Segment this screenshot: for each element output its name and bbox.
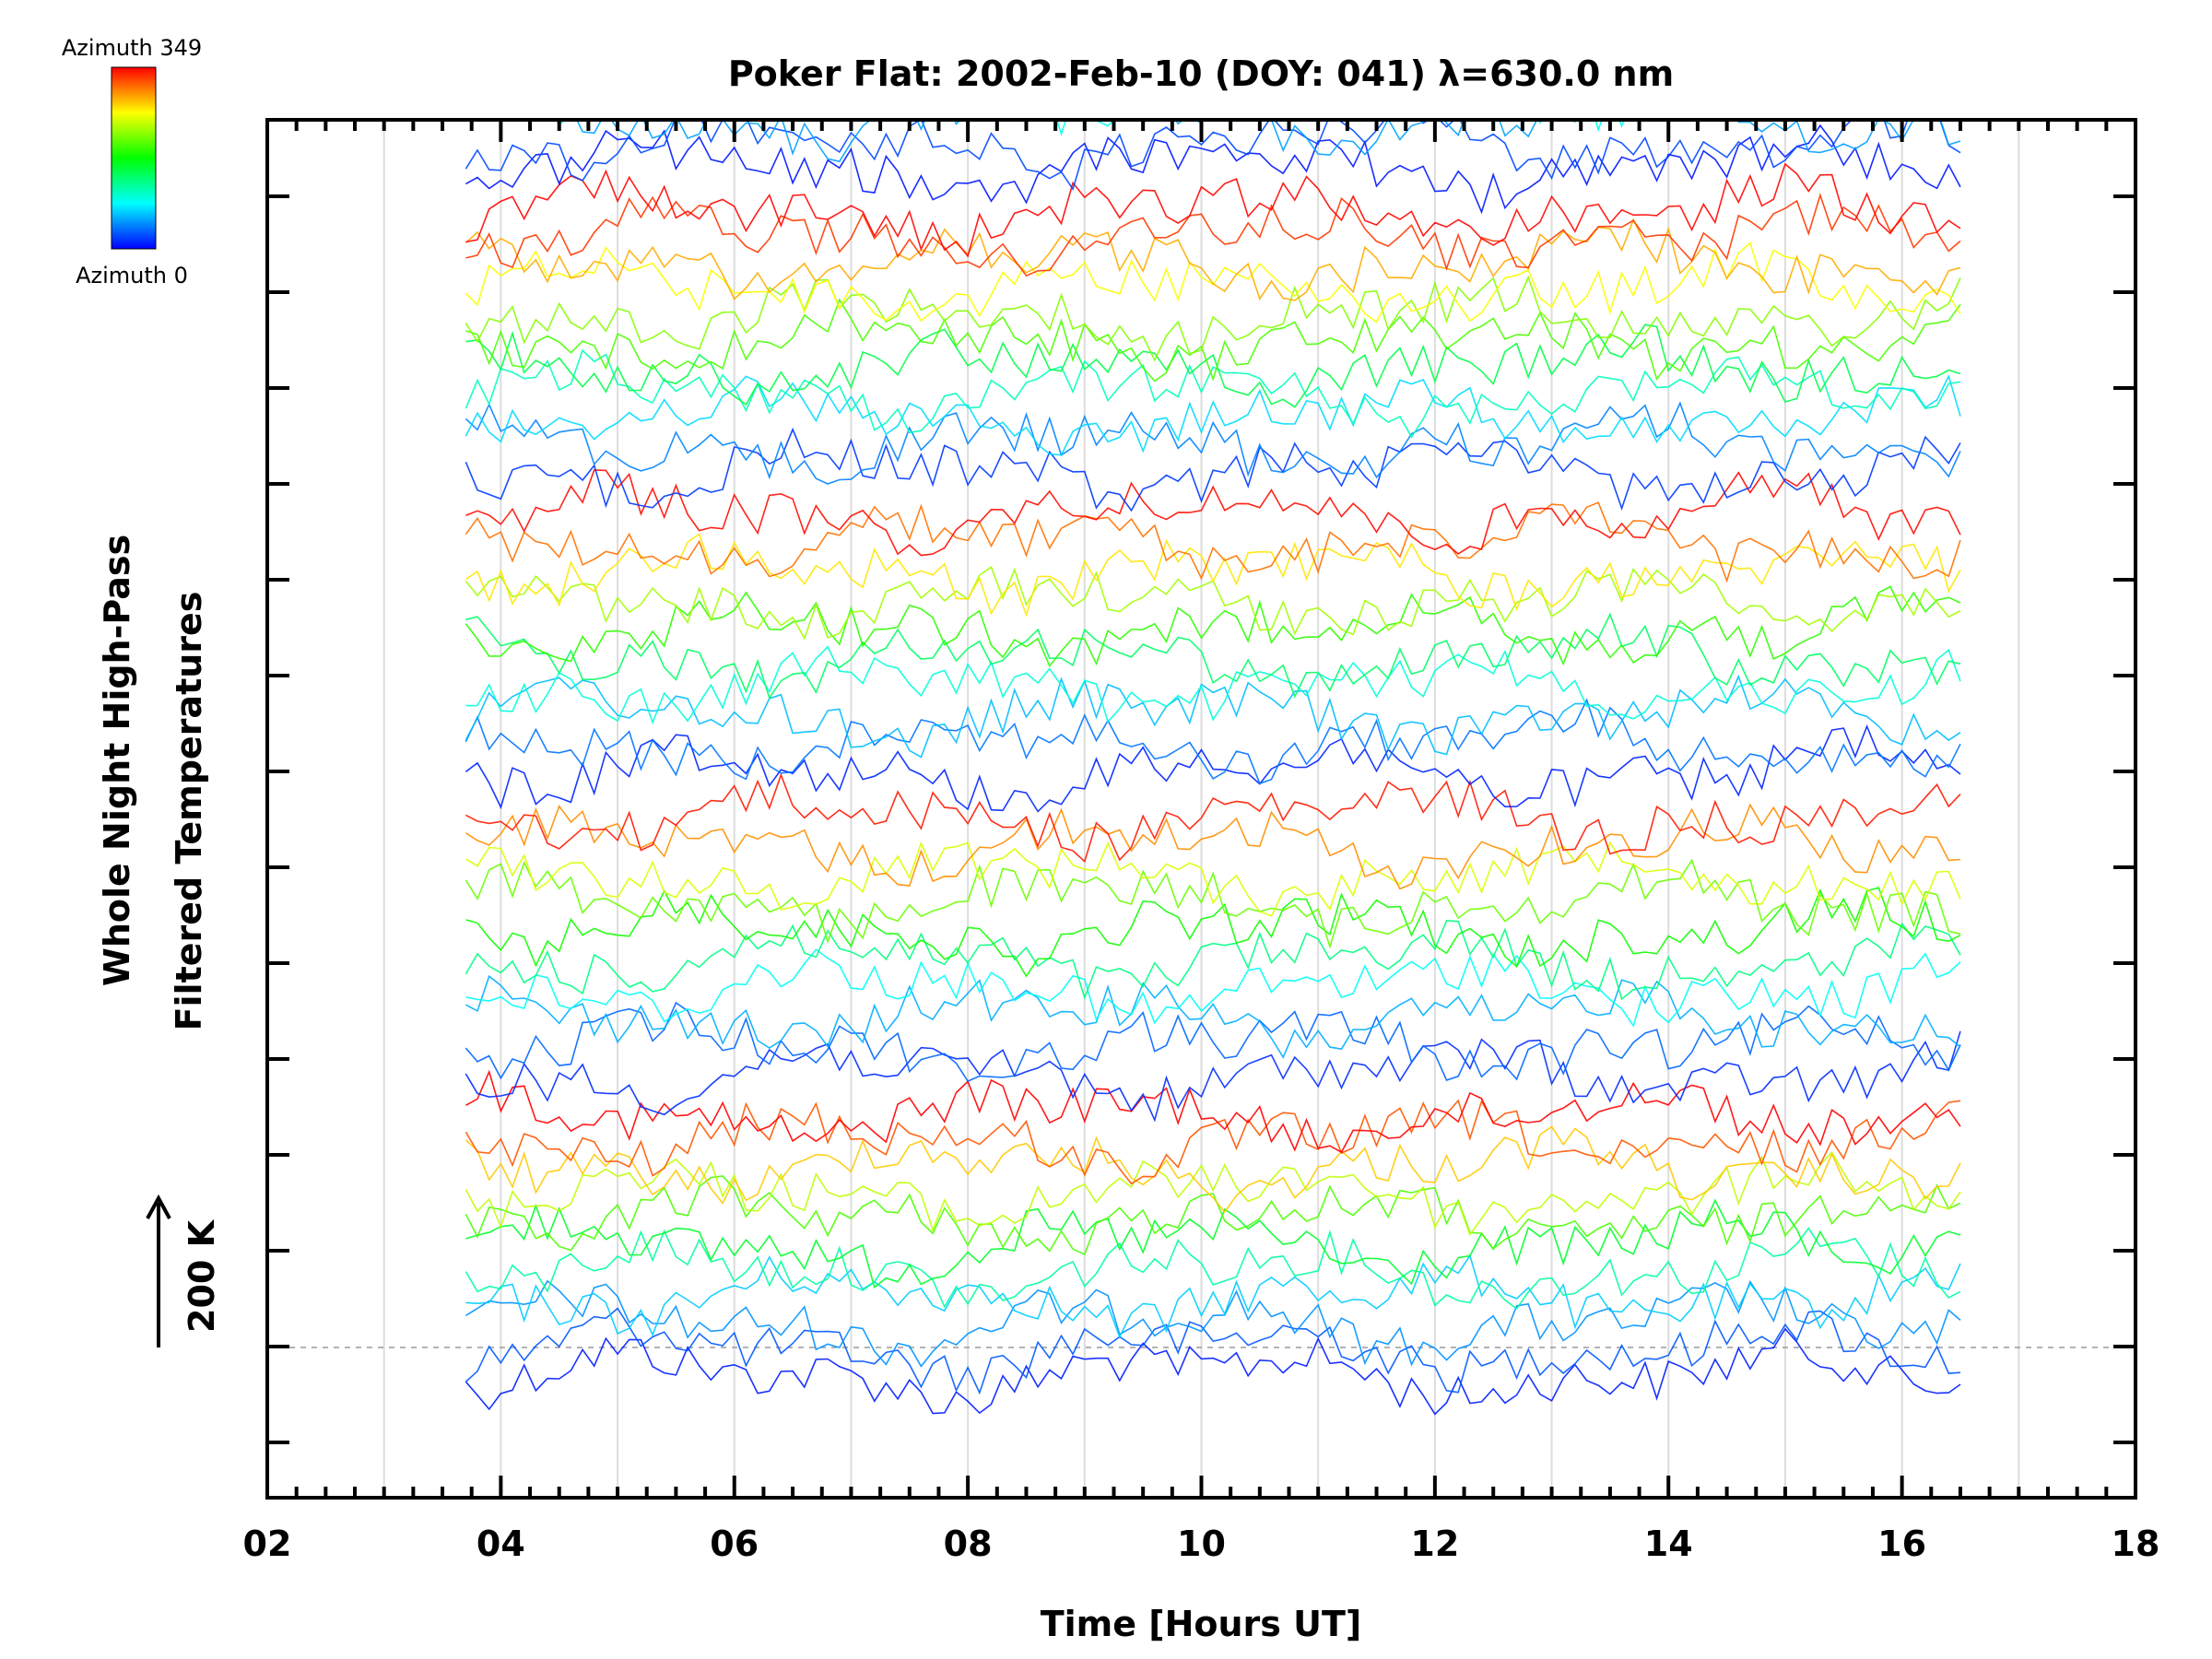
series-line: [465, 724, 1961, 813]
series-line: [465, 374, 1961, 456]
series-line: [465, 120, 1961, 192]
y-axis-label-line1: Whole Night High-Pass: [97, 535, 137, 986]
series-line: [465, 162, 1961, 258]
series-line: [465, 974, 1961, 1059]
x-tick-label: 10: [1177, 1524, 1226, 1564]
series-line: [465, 919, 1961, 1001]
x-tick-label: 02: [243, 1524, 292, 1564]
series-line: [465, 298, 1961, 382]
series-line: [465, 698, 1961, 785]
series-line: [465, 674, 1961, 759]
series-line: [465, 1327, 1961, 1416]
series-line: [465, 566, 1961, 641]
series-line: [465, 1175, 1961, 1256]
series-line: [465, 469, 1961, 557]
x-tick-label: 14: [1644, 1524, 1693, 1564]
series-line: [465, 0, 1960, 53]
colorbar: [111, 66, 157, 250]
series-line: [465, 427, 1961, 512]
series-line: [465, 887, 1961, 978]
series-line: [465, 1198, 1961, 1289]
series-line: [465, 218, 1961, 301]
colorbar-bottom-label: Azimuth 0: [76, 263, 188, 288]
x-axis-label: Time [Hours UT]: [1041, 1604, 1362, 1644]
x-tick-label: 08: [944, 1524, 993, 1564]
series-group: [465, 0, 1961, 1416]
series-line: [465, 841, 1961, 917]
series-line: [465, 1279, 1961, 1368]
series-line: [465, 533, 1961, 618]
series-line: [465, 0, 1960, 26]
series-line: [465, 1125, 1961, 1214]
scale-bar-label: 200 K: [182, 1218, 222, 1333]
series-line: [465, 401, 1961, 485]
series-line: [465, 324, 1961, 408]
series-line: [465, 585, 1961, 668]
series-line: [465, 803, 1961, 890]
series-line: [465, 348, 1961, 439]
chart-title: Poker Flat: 2002-Feb-10 (DOY: 041) λ=630…: [728, 53, 1674, 94]
y-axis-label-line2: Filtered Temperatures: [169, 592, 209, 1031]
x-tick-label: 18: [2112, 1524, 2160, 1564]
series-line: [465, 1253, 1961, 1339]
series-line: [465, 124, 1961, 215]
series-line: [465, 1227, 1961, 1311]
scale-bar-arrowhead: [146, 1194, 171, 1219]
series-line: [465, 1099, 1961, 1185]
series-line: [465, 275, 1961, 362]
series-line: [465, 1069, 1961, 1154]
series-line: [465, 1001, 1961, 1083]
colorbar-top-label: Azimuth 349: [62, 35, 202, 61]
x-tick-label: 04: [477, 1524, 525, 1564]
x-tick-label: 06: [710, 1524, 759, 1564]
series-line: [465, 241, 1961, 324]
axis-ticks: [265, 120, 2137, 1498]
x-tick-label: 12: [1410, 1524, 1459, 1564]
series-line: [465, 1030, 1961, 1123]
series-line: [465, 948, 1961, 1028]
series-line: [465, 772, 1961, 864]
x-tick-label: 16: [1877, 1524, 1926, 1564]
series-line: [465, 501, 1961, 583]
series-line: [465, 0, 1960, 1]
x-tick-labels: 02 04 06 08 10 12 14 16 18: [243, 1524, 2160, 1564]
series-line: [465, 1307, 1961, 1395]
series-line: [465, 1150, 1961, 1237]
series-line: [465, 645, 1961, 725]
series-line: [465, 193, 1961, 277]
series-line: [465, 612, 1961, 700]
